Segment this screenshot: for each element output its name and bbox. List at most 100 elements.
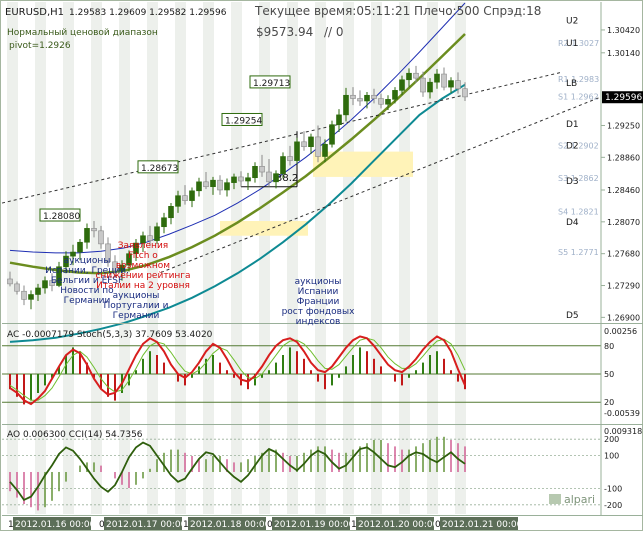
session-stripe bbox=[315, 2, 326, 514]
candle-body bbox=[364, 94, 370, 102]
time-label-bg bbox=[440, 517, 518, 530]
price-label: 1.28080 bbox=[43, 212, 80, 222]
news-annotation: Заявления Fitch о возможном снижении рей… bbox=[95, 241, 191, 291]
candle-body bbox=[42, 280, 48, 289]
ac-min-label: -0.00539 bbox=[604, 409, 640, 418]
news-annotation: аукционы Испании, Греции, Бельгии и EFSF… bbox=[45, 256, 129, 306]
session-stripe bbox=[455, 2, 466, 514]
time-label: 2012.01.16 00:00 bbox=[15, 520, 96, 530]
candle-body bbox=[336, 114, 342, 125]
ac-max-label: 0.00256 bbox=[604, 327, 637, 336]
stoch-main-line bbox=[9, 335, 466, 406]
ao-cci-title: AO 0.006300 CCI(14) 54.7356 bbox=[7, 430, 143, 440]
candle-body bbox=[385, 99, 391, 105]
candle-body bbox=[420, 77, 426, 93]
candle-body bbox=[287, 156, 293, 161]
candle-body bbox=[329, 124, 335, 145]
candle-body bbox=[434, 73, 440, 83]
time-label: 2012.01.17 00:00 bbox=[106, 520, 187, 530]
candle-body bbox=[406, 72, 412, 81]
ac-stoch-title: AC -0.0007179 Stoch(5,3,3) 37.7609 53.40… bbox=[7, 330, 213, 340]
candle-body bbox=[266, 171, 272, 183]
y-tick-label: 1.28860 bbox=[607, 153, 640, 162]
price-label: 1.29713 bbox=[253, 79, 290, 89]
candle-body bbox=[154, 226, 160, 241]
y-tick-label: 1.30420 bbox=[607, 26, 640, 35]
candle-body bbox=[224, 182, 230, 191]
pivot-level: U1 bbox=[566, 39, 578, 49]
candle-body bbox=[56, 266, 62, 286]
candle-body bbox=[112, 261, 118, 272]
pivot-level: LB bbox=[566, 79, 577, 89]
ao-max-label: 0.009318 bbox=[604, 427, 642, 436]
candle-body bbox=[63, 255, 69, 268]
time-label: 2012.01.18 00:00 bbox=[190, 520, 271, 530]
session-stripe bbox=[91, 2, 102, 514]
price-label: 1.28673 bbox=[141, 164, 178, 174]
time-label-bg bbox=[356, 517, 434, 530]
y-tick-label: 1.30140 bbox=[607, 49, 640, 58]
pivot-level: D4 bbox=[566, 218, 579, 228]
news-annotation: аукционы Испании Франции рост фондовых и… bbox=[281, 277, 355, 327]
cci-level-label: -100 bbox=[604, 484, 622, 493]
y-tick-label: 1.28460 bbox=[607, 186, 640, 195]
pivot-level: S4 1.2821 bbox=[558, 207, 599, 216]
candle-body bbox=[105, 243, 111, 263]
candle-body bbox=[399, 79, 405, 91]
candle-body bbox=[343, 94, 349, 116]
stoch-level-label: 20 bbox=[604, 398, 614, 407]
cci-level-label: 100 bbox=[604, 452, 619, 461]
ao-cci-indicator: 200 100 -100 -200 bbox=[2, 435, 622, 511]
time-label-bg bbox=[13, 517, 91, 530]
current-price-box bbox=[602, 91, 643, 104]
time-label: 2012.01.20 00:00 bbox=[358, 520, 439, 530]
candle-body bbox=[378, 98, 384, 105]
cci-level-label: 200 bbox=[604, 435, 619, 444]
pivot-level: D2 bbox=[566, 141, 579, 151]
ohlc-values: 1.29583 1.29609 1.29582 1.29596 bbox=[69, 8, 227, 18]
pivot-level: S2 1.2902 bbox=[558, 141, 599, 150]
candle-body bbox=[196, 181, 202, 192]
candle-body bbox=[259, 166, 265, 173]
candle-body bbox=[203, 181, 209, 188]
pivot-level: D5 bbox=[566, 311, 579, 321]
news-annotation: аукционы Португалии и Германии bbox=[103, 291, 169, 321]
pivot-level: D1 bbox=[566, 120, 579, 130]
candle-body bbox=[91, 228, 97, 232]
pivot-zone bbox=[220, 221, 308, 236]
session-stripe bbox=[343, 2, 354, 514]
candle-body bbox=[238, 176, 244, 182]
candle-body bbox=[441, 73, 447, 88]
candlesticks[interactable] bbox=[7, 65, 468, 310]
session-stripe bbox=[231, 2, 242, 514]
candle-body bbox=[7, 278, 13, 285]
session-stripe bbox=[175, 2, 186, 514]
session-stripe bbox=[203, 2, 214, 514]
alpari-logo-icon bbox=[549, 494, 561, 504]
session-stripe bbox=[287, 2, 298, 514]
session-stripe bbox=[119, 2, 130, 514]
pivot-zone bbox=[313, 151, 413, 177]
price-axis[interactable]: 1.30420 1.30140 1.29250 1.28860 1.28460 1.280… bbox=[601, 26, 640, 322]
candle-body bbox=[147, 235, 153, 241]
candle-body bbox=[182, 195, 188, 201]
time-axis: 132012.01.16 00:00042012.01.17 00:001720… bbox=[8, 517, 523, 530]
pivot-level: S1 1.2962 bbox=[558, 92, 599, 101]
session-stripe bbox=[259, 2, 270, 514]
candle-body bbox=[231, 176, 237, 183]
candle-body bbox=[315, 136, 321, 157]
price-label: 1.29254 bbox=[225, 116, 262, 126]
range-title: Нормальный ценовой диапазон bbox=[7, 28, 158, 38]
candle-body bbox=[413, 72, 419, 79]
candle-body bbox=[189, 190, 195, 201]
account-balance: $9573.94 bbox=[256, 25, 313, 39]
fib-measure-label: 38.2 bbox=[276, 173, 298, 184]
channel-teal-line bbox=[9, 83, 466, 343]
session-stripe bbox=[399, 2, 410, 514]
stoch-level-label: 80 bbox=[604, 342, 614, 351]
price-labels: 1.28080 1.28673 1.29254 1.29713 bbox=[39, 75, 291, 222]
candle-body bbox=[161, 217, 167, 228]
y-tick-label: 1.27680 bbox=[607, 250, 640, 259]
